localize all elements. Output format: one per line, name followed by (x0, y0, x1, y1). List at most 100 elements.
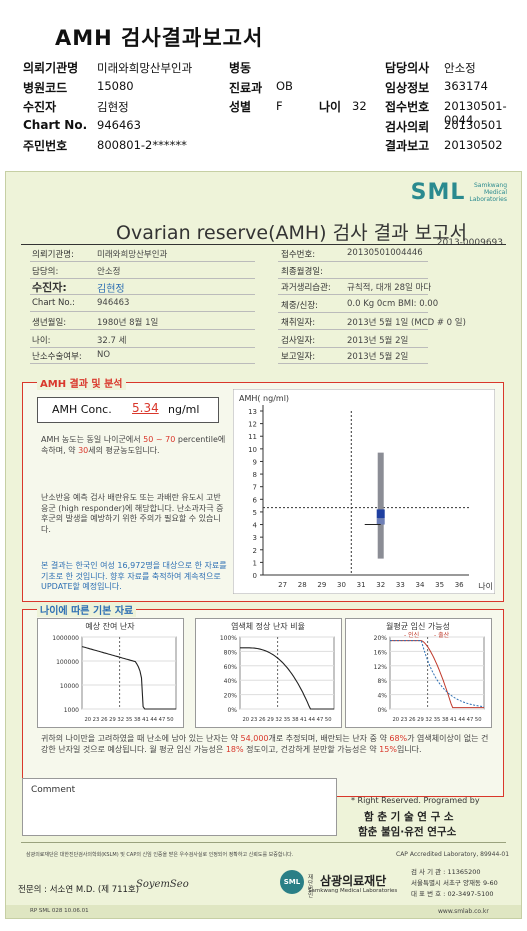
age-label: 나이 (319, 100, 342, 114)
info-divider (278, 363, 428, 364)
info-label: 의뢰기관명: (32, 250, 74, 260)
doctor-name: 전문의 : 서소연 M.D. (제 711호) (18, 885, 140, 895)
header-value: 800801-2****** (97, 137, 187, 152)
info-value: NO (97, 350, 111, 360)
sml-logo: SML Samkwang Medical Laboratories (411, 180, 507, 205)
info-divider (30, 294, 255, 295)
info-label: 담당의: (32, 267, 59, 277)
x-axis-label: 나이 (478, 581, 493, 591)
legend-pregnancy: - 인신 (404, 631, 419, 639)
page-title: AMH 검사결과보고서 (55, 26, 264, 50)
y-tick-label: 0 (253, 572, 257, 580)
pregnancy-curve (390, 640, 484, 709)
pregnancy-chance-chart: 월평균 임신 가능성 20% 16% 12% 8% 4% 0% 20 23 26 29 32 … (345, 618, 492, 728)
chart-background (233, 389, 495, 594)
x-tick-label: 33 (396, 581, 405, 589)
logo-sub2: Medical (484, 189, 507, 196)
footer-rule (21, 842, 506, 843)
box-lower (376, 518, 385, 525)
y-tick-label: 100000 (56, 659, 79, 666)
info-value: 20130501004446 (347, 248, 423, 258)
logo-text: SML (410, 180, 466, 205)
y-tick-label: 13 (248, 408, 257, 416)
header-label: 성별 (229, 100, 252, 114)
header-label: 의뢰기관명 (23, 61, 79, 75)
header-label: 담당의사 (385, 61, 430, 75)
header-label: 병원코드 (23, 80, 68, 95)
info-divider (278, 261, 428, 262)
website: www.smlab.co.kr (438, 908, 489, 915)
mini-chart-title: 예상 잔여 난자 (85, 621, 135, 631)
header-label: 결과보고 (385, 139, 430, 153)
info-divider (278, 294, 428, 295)
age-section-title: 나이에 따른 기본 자료 (37, 602, 137, 617)
age-data-box: 나이에 따른 기본 자료 예상 잔여 난자 1000000 100000 10000 1… (22, 602, 504, 797)
info-divider (30, 347, 255, 348)
header-label: 병동 (229, 61, 252, 75)
form-code: RP SML 028 10.06.01 (30, 908, 89, 914)
info-divider (30, 363, 255, 364)
lab-name-2: 함춘 불임·유전 연구소 (358, 826, 457, 838)
x-tick-label: 36 (455, 581, 464, 589)
remaining-eggs-curve (81, 646, 176, 710)
normal-egg-ratio-chart: 염색체 정상 난자 비율 100% 80% 60% 40% 20% 0% 20 23 26 2… (195, 618, 342, 728)
document-number: 2013-0009693 (436, 238, 503, 248)
percentile-text: AMH 농도는 동일 나이군에서 50 ~ 70 percentile에 속하며… (41, 435, 226, 455)
info-value: 규칙적, 대개 28일 마다 (347, 283, 432, 293)
info-value: 1980년 8월 1일 (97, 318, 159, 328)
y-tick-label: 6 (253, 496, 258, 504)
response-text: 난소반응 예측 검사 배란유도 또는 과배란 유도시 고반응군 (high re… (41, 493, 224, 534)
sml-seal-icon: SML (280, 870, 304, 894)
info-label: 최종월경일: (281, 267, 323, 277)
header-value: 안소정 (444, 60, 476, 75)
y-tick-label: 80% (224, 649, 238, 656)
y-tick-label: 11 (248, 433, 257, 441)
header-label: 접수번호 (385, 100, 430, 114)
y-tick-label: 12 (248, 421, 257, 429)
title-rule (21, 244, 506, 245)
logo-sub1: Samkwang (474, 182, 507, 189)
amh-conc-label: AMH Conc. (52, 403, 112, 416)
bottom-strip (6, 905, 521, 918)
y-tick-label: 2 (253, 547, 257, 555)
report-sheet: SML Samkwang Medical Laboratories Ovaria… (5, 171, 522, 919)
y-tick-label: 16% (374, 649, 388, 656)
info-label: 수진자: (32, 281, 67, 294)
y-tick-label: 40% (224, 678, 238, 685)
y-tick-label: 20% (224, 693, 238, 700)
info-value: 안소정 (97, 267, 121, 277)
copyright: * Right Reserved. Programed by (351, 796, 480, 805)
plot-frame (389, 636, 485, 710)
y-tick-label: 8% (377, 678, 387, 685)
info-label: 체중/신장: (281, 301, 319, 311)
header-value: F (276, 98, 283, 113)
info-value: 2013년 5월 2일 (347, 352, 409, 362)
info-label: 난소수술여부: (32, 352, 82, 362)
info-divider (30, 311, 255, 312)
info-value: 946463 (97, 298, 130, 308)
y-tick-label: 8 (253, 471, 257, 479)
x-tick-label: 27 (278, 581, 287, 589)
legend-birth: - 출산 (434, 631, 450, 639)
header-value: 363174 (444, 79, 488, 93)
info-label: 나이: (32, 336, 51, 346)
info-divider (30, 278, 255, 279)
amh-analysis-box: AMH 결과 및 분석 AMH Conc. 5.34 ng/ml AMH 농도는… (22, 375, 504, 602)
footnote-left: 삼광의료재단은 대한진단검사의학회(KSLM) 및 CAP의 신임 인증을 받은… (26, 852, 294, 858)
age-value: 32 (352, 98, 367, 113)
header-label: 진료과 (229, 80, 263, 95)
header-label: 검사의뢰 (385, 119, 430, 134)
foundation-en: Samkwang Medical Laboratories (308, 888, 398, 894)
y-tick-label: 4% (377, 693, 387, 700)
y-tick-label: 9 (253, 458, 257, 466)
y-tick-label: 1 (253, 559, 257, 567)
y-tick-label: 1000000 (52, 635, 79, 642)
info-value: 미래와희망산부인과 (97, 250, 168, 260)
contact-phone: 대 표 번 호 : 02-3497-5100 (411, 890, 494, 898)
header-value: 20130501-0044 (444, 98, 507, 127)
info-divider (278, 278, 428, 279)
y-tick-label: 0% (377, 707, 387, 714)
info-label: Chart No.: (32, 298, 76, 308)
logo-sub3: Laboratories (469, 196, 507, 203)
